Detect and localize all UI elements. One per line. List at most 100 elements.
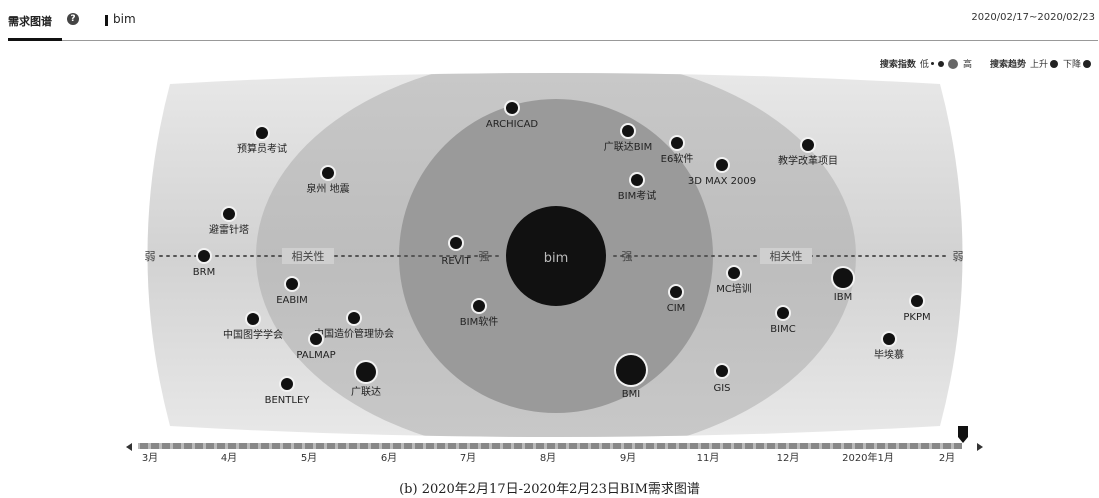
- keyword-point[interactable]: BIM软件: [460, 298, 498, 328]
- legend-fall-label: 下降: [1062, 60, 1081, 70]
- keyword-point[interactable]: 中国造价管理协会: [314, 310, 394, 340]
- keyword-point[interactable]: 泉州 地震: [306, 165, 350, 195]
- timeline-segment: [712, 443, 720, 449]
- keyword-point-label: 教学改革项目: [778, 154, 838, 167]
- keyword-point-dot[interactable]: [286, 278, 298, 290]
- timeline-month-label[interactable]: 6月: [381, 452, 397, 464]
- tab-demand-graph[interactable]: 需求图谱: [8, 15, 52, 28]
- keyword-point-dot[interactable]: [883, 333, 895, 345]
- timeline-month-label[interactable]: 2020年1月: [842, 451, 894, 464]
- timeline-right-arrow-icon[interactable]: [977, 443, 983, 451]
- keyword-point[interactable]: PKPM: [903, 293, 931, 323]
- timeline-segment: [184, 443, 192, 449]
- timeline-month-label[interactable]: 5月: [301, 452, 317, 464]
- timeline-month-label[interactable]: 3月: [142, 452, 158, 464]
- timeline-month-label[interactable]: 11月: [697, 452, 720, 464]
- keyword-point[interactable]: 中国图学学会: [223, 311, 283, 341]
- keyword-point-label: BENTLEY: [265, 395, 311, 406]
- keyword-point-dot[interactable]: [716, 365, 728, 377]
- keyword-point-dot[interactable]: [777, 307, 789, 319]
- timeline-month-label[interactable]: 2月: [939, 452, 955, 464]
- timeline-segment: [580, 443, 588, 449]
- keyword-point[interactable]: BIM考试: [618, 172, 656, 202]
- keyword-point[interactable]: ARCHICAD: [486, 100, 539, 130]
- keyword-point-dot[interactable]: [450, 237, 462, 249]
- keyword-point[interactable]: EABIM: [276, 276, 308, 306]
- keyword-point-label: 中国造价管理协会: [314, 327, 394, 340]
- keyword-point-dot[interactable]: [256, 127, 268, 139]
- keyword-point-dot[interactable]: [671, 137, 683, 149]
- keyword-point-dot[interactable]: [622, 125, 634, 137]
- date-range[interactable]: 2020/02/17~2020/02/23: [971, 12, 1095, 23]
- keyword-point[interactable]: BMI: [614, 353, 648, 400]
- keyword-point-dot[interactable]: [911, 295, 923, 307]
- keyword-point[interactable]: 避雷针塔: [209, 206, 249, 236]
- help-icon[interactable]: ?: [67, 13, 79, 25]
- active-tab-indicator: [8, 38, 62, 41]
- keyword-point-dot[interactable]: [198, 250, 210, 262]
- keyword-point[interactable]: 3D MAX 2009: [688, 157, 756, 187]
- keyword-point[interactable]: PALMAP: [296, 331, 336, 361]
- timeline-segment: [602, 443, 610, 449]
- keyword-point-dot[interactable]: [631, 174, 643, 186]
- keyword-point-label: 中国图学学会: [223, 328, 283, 341]
- keyword-point-dot[interactable]: [473, 300, 485, 312]
- keyword-point-dot[interactable]: [348, 312, 360, 324]
- keyword-point-label: 毕埃慕: [874, 348, 904, 361]
- timeline-segment: [294, 443, 302, 449]
- keyword-point-dot[interactable]: [728, 267, 740, 279]
- keyword-point[interactable]: 广联达: [351, 360, 381, 398]
- keyword-point-dot[interactable]: [506, 102, 518, 114]
- legend-medium-dot-icon: [937, 60, 944, 67]
- keyword-point-dot[interactable]: [616, 355, 646, 385]
- timeline-handle-icon[interactable]: [958, 426, 968, 443]
- keyword-point[interactable]: 预算员考试: [237, 125, 287, 155]
- keyword-point[interactable]: BRM: [193, 248, 215, 278]
- timeline-segment: [888, 443, 896, 449]
- keyword-point[interactable]: CIM: [667, 284, 686, 314]
- keyword-point[interactable]: IBM: [831, 266, 855, 303]
- timeline-left-arrow-icon[interactable]: [126, 443, 132, 451]
- keyword-point-label: MC培训: [716, 282, 752, 295]
- keyword-point-dot[interactable]: [247, 313, 259, 325]
- keyword-point-dot[interactable]: [833, 268, 853, 288]
- timeline-month-label[interactable]: 7月: [460, 452, 476, 464]
- keyword-point[interactable]: E6软件: [661, 135, 694, 165]
- keyword-point[interactable]: GIS: [713, 363, 731, 394]
- keyword-point[interactable]: REVIT: [441, 235, 471, 267]
- keyword-point-dot[interactable]: [322, 167, 334, 179]
- timeline-month-label[interactable]: 4月: [221, 452, 237, 464]
- keyword-point[interactable]: BENTLEY: [265, 376, 311, 406]
- timeline-segment: [910, 443, 918, 449]
- keyword-point[interactable]: 广联达BIM: [604, 123, 652, 153]
- keyword-point-dot[interactable]: [802, 139, 814, 151]
- legend-fall-dot-icon: [1083, 59, 1091, 68]
- keyword-point-dot[interactable]: [310, 333, 322, 345]
- keyword-point[interactable]: BIMC: [770, 305, 796, 335]
- keyword-point-dot[interactable]: [223, 208, 235, 220]
- keyword-point-dot[interactable]: [281, 378, 293, 390]
- keyword-point-label: BRM: [193, 267, 215, 278]
- timeline-month-label[interactable]: 8月: [540, 452, 556, 464]
- timeline-segment: [426, 443, 434, 449]
- legend-rise-label: 上升: [1029, 60, 1048, 70]
- keyword-point-label: PKPM: [903, 312, 930, 323]
- timeline-segment: [492, 443, 500, 449]
- timeline-segment: [635, 443, 643, 449]
- timeline-segment: [547, 443, 555, 449]
- keyword-point-dot[interactable]: [716, 159, 728, 171]
- timeline-month-label[interactable]: 12月: [777, 452, 800, 464]
- timeline-segment: [195, 443, 203, 449]
- timeline-segment: [316, 443, 324, 449]
- keyword-point-label: E6软件: [661, 152, 694, 165]
- keyword-point[interactable]: MC培训: [716, 265, 752, 295]
- timeline-segment: [679, 443, 687, 449]
- center-node[interactable]: bim: [506, 206, 606, 306]
- timeline-month-label[interactable]: 9月: [620, 452, 636, 464]
- keyword-point-label: BIMC: [770, 324, 795, 335]
- keyword-point[interactable]: 教学改革项目: [778, 137, 838, 167]
- keyword-point[interactable]: 毕埃慕: [874, 331, 904, 361]
- keyword-point-dot[interactable]: [356, 362, 376, 382]
- keyword-point-dot[interactable]: [670, 286, 682, 298]
